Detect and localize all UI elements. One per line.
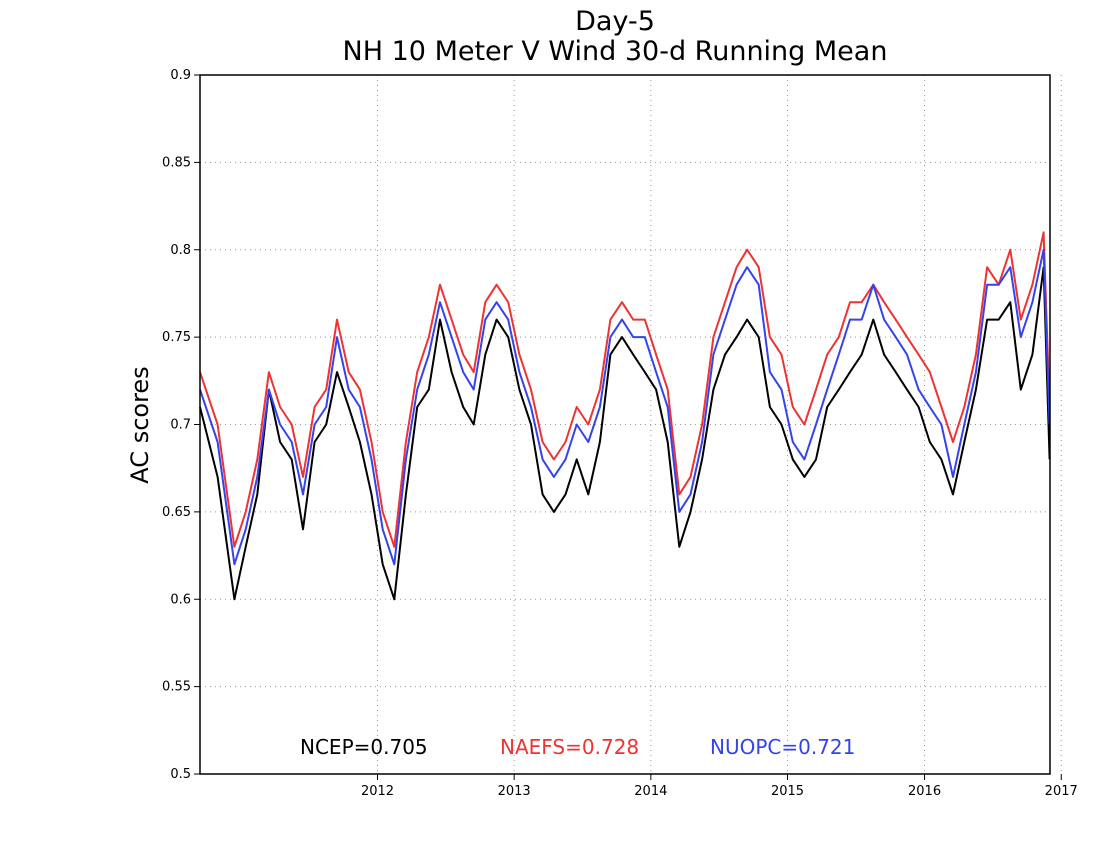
y-tick-label: 0.65: [162, 505, 191, 520]
legend: NCEP=0.705 NAEFS=0.728 NUOPC=0.721: [300, 735, 855, 759]
y-tick-label: 0.55: [162, 680, 191, 695]
x-tick-label: 2012: [361, 784, 394, 799]
y-tick-label: 0.6: [170, 592, 191, 607]
y-tick-label: 0.5: [170, 767, 191, 782]
y-axis-label: AC scores: [126, 366, 154, 483]
y-axis-ticks: 0.5 0.55 0.6 0.65 0.7 0.75 0.8 0.85 0.9: [162, 68, 200, 782]
x-tick-label: 2016: [908, 784, 941, 799]
y-tick-label: 0.7: [170, 418, 191, 433]
legend-entry-ncep: NCEP=0.705: [300, 735, 428, 759]
series-line-naefs: [199, 231, 1051, 548]
y-tick-label: 0.85: [162, 155, 191, 170]
series-line-nuopc: [199, 248, 1051, 566]
series-layer: [199, 231, 1051, 601]
chart-title: Day-5: [575, 6, 655, 37]
series-line-ncep: [199, 266, 1051, 601]
grid-lines: [200, 75, 1062, 774]
x-axis-ticks: 2012 2013 2014 2015 2016 2017: [361, 774, 1078, 799]
x-tick-label: 2017: [1045, 784, 1078, 799]
x-tick-label: 2014: [634, 784, 667, 799]
x-tick-label: 2015: [771, 784, 804, 799]
legend-entry-naefs: NAEFS=0.728: [500, 735, 639, 759]
y-tick-label: 0.9: [170, 68, 191, 83]
x-tick-label: 2013: [498, 784, 531, 799]
y-tick-label: 0.75: [162, 330, 191, 345]
chart-subtitle: NH 10 Meter V Wind 30-d Running Mean: [343, 36, 888, 67]
y-tick-label: 0.8: [170, 243, 191, 258]
legend-entry-nuopc: NUOPC=0.721: [710, 735, 855, 759]
